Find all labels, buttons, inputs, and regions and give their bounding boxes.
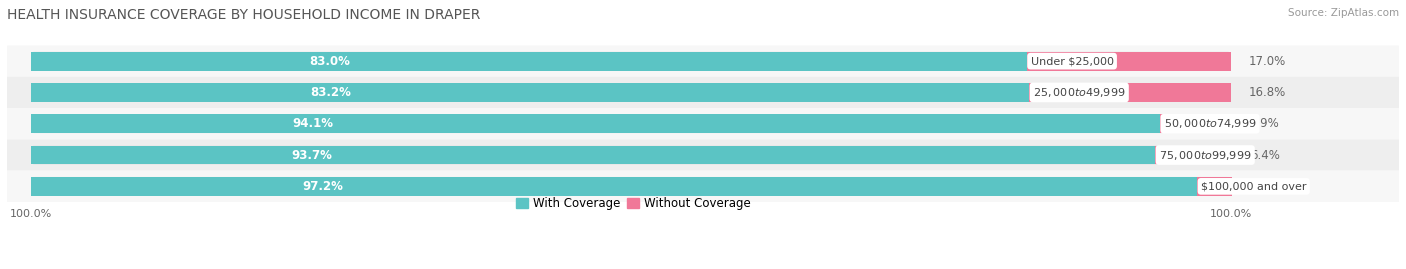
Text: 100.0%: 100.0%	[10, 209, 52, 219]
FancyBboxPatch shape	[7, 108, 1399, 139]
Text: 94.1%: 94.1%	[292, 117, 333, 130]
Text: Under $25,000: Under $25,000	[1031, 56, 1114, 66]
Text: 97.2%: 97.2%	[302, 180, 343, 193]
FancyBboxPatch shape	[7, 45, 1399, 77]
Text: 5.9%: 5.9%	[1249, 117, 1278, 130]
Text: 17.0%: 17.0%	[1249, 55, 1286, 68]
Bar	[31, 177, 1198, 196]
FancyBboxPatch shape	[7, 77, 1399, 108]
FancyBboxPatch shape	[7, 139, 1399, 171]
Text: 83.2%: 83.2%	[311, 86, 352, 99]
Bar	[31, 83, 1029, 102]
Text: $75,000 to $99,999: $75,000 to $99,999	[1159, 148, 1251, 162]
Bar	[31, 52, 1026, 70]
Text: 100.0%: 100.0%	[1209, 209, 1253, 219]
Text: 93.7%: 93.7%	[291, 148, 333, 162]
Text: 16.8%: 16.8%	[1249, 86, 1286, 99]
FancyBboxPatch shape	[31, 114, 1232, 133]
Text: 83.0%: 83.0%	[309, 55, 350, 68]
Bar	[1026, 52, 1232, 70]
Bar	[1156, 146, 1232, 164]
Text: Source: ZipAtlas.com: Source: ZipAtlas.com	[1288, 8, 1399, 18]
Legend: With Coverage, Without Coverage: With Coverage, Without Coverage	[515, 195, 752, 213]
FancyBboxPatch shape	[7, 171, 1399, 202]
Text: $25,000 to $49,999: $25,000 to $49,999	[1033, 86, 1125, 99]
Text: $50,000 to $74,999: $50,000 to $74,999	[1164, 117, 1257, 130]
FancyBboxPatch shape	[31, 177, 1232, 196]
Bar	[1160, 114, 1232, 133]
Text: 6.4%: 6.4%	[1250, 148, 1279, 162]
Text: 2.9%: 2.9%	[1250, 180, 1279, 193]
FancyBboxPatch shape	[31, 52, 1232, 70]
FancyBboxPatch shape	[31, 146, 1232, 164]
Text: HEALTH INSURANCE COVERAGE BY HOUSEHOLD INCOME IN DRAPER: HEALTH INSURANCE COVERAGE BY HOUSEHOLD I…	[7, 8, 481, 22]
Bar	[31, 114, 1160, 133]
FancyBboxPatch shape	[31, 83, 1232, 102]
Bar	[31, 146, 1156, 164]
Text: $100,000 and over: $100,000 and over	[1201, 181, 1306, 191]
Bar	[1029, 83, 1232, 102]
Bar	[1198, 177, 1232, 196]
